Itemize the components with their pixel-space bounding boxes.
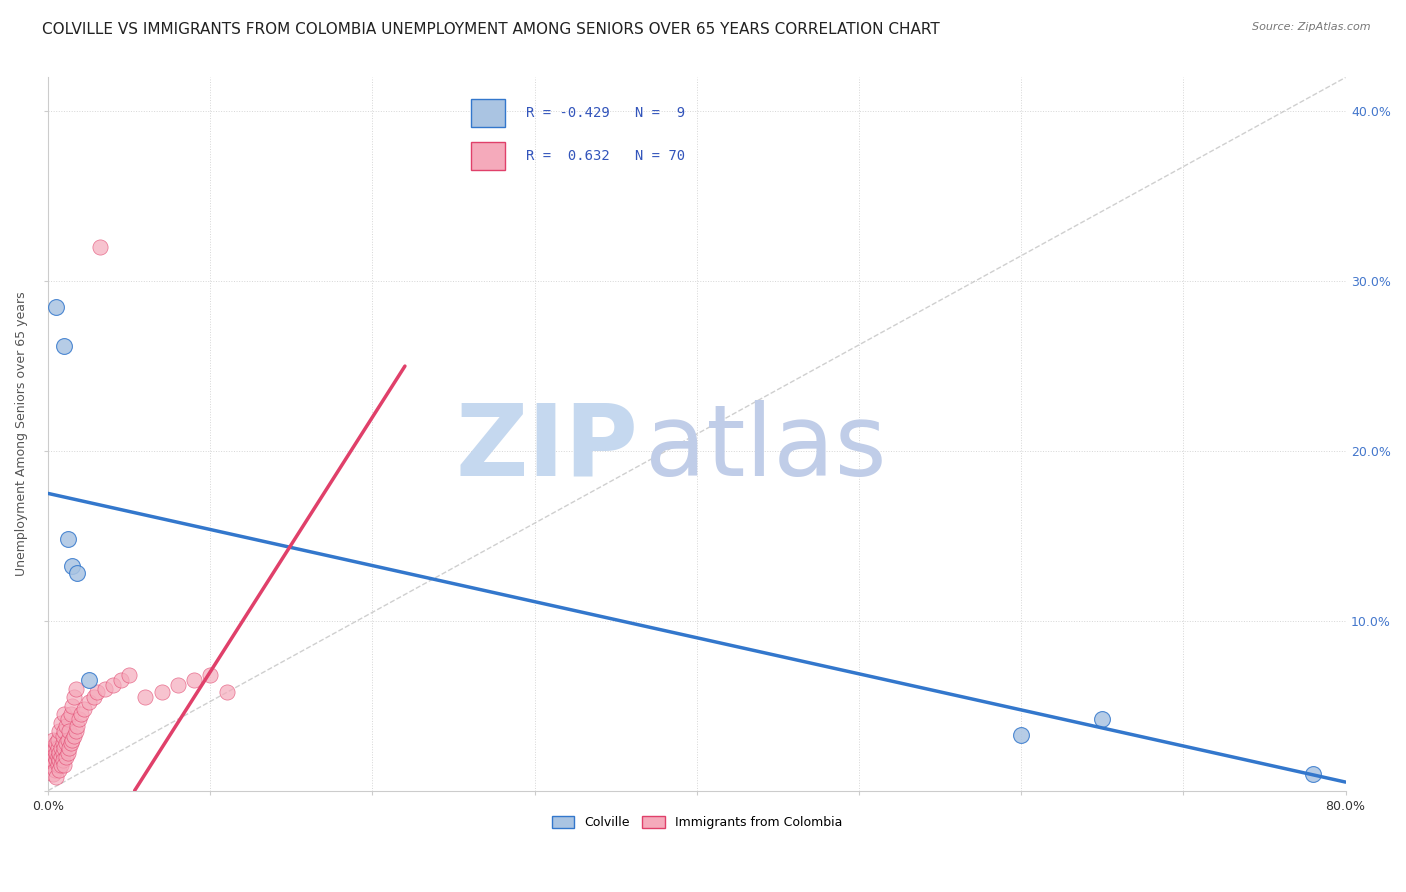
- Point: [110, 673, 132, 688]
- Point: [46, 732, 69, 747]
- Point: [52, 746, 75, 760]
- Point: [41, 758, 63, 772]
- Point: [49, 749, 72, 764]
- Point: [150, 685, 173, 699]
- Point: [62, 559, 84, 574]
- Point: [69, 707, 91, 722]
- Point: [65, 724, 87, 739]
- Point: [44, 741, 66, 756]
- Point: [1010, 727, 1032, 741]
- Point: [183, 673, 205, 688]
- Point: [200, 668, 222, 682]
- Point: [58, 724, 80, 739]
- Point: [45, 770, 67, 784]
- Point: [56, 732, 79, 747]
- Point: [45, 746, 67, 760]
- Point: [45, 753, 67, 767]
- Point: [58, 741, 80, 756]
- Point: [1091, 712, 1114, 726]
- Point: [53, 758, 76, 772]
- Point: [48, 763, 70, 777]
- Point: [89, 240, 111, 254]
- Point: [66, 719, 89, 733]
- Point: [56, 712, 79, 726]
- Point: [65, 681, 87, 696]
- Legend: Colville, Immigrants from Colombia: Colville, Immigrants from Colombia: [547, 811, 846, 834]
- Point: [46, 749, 69, 764]
- Text: Source: ZipAtlas.com: Source: ZipAtlas.com: [1253, 22, 1371, 32]
- Point: [46, 741, 69, 756]
- Point: [53, 339, 76, 353]
- Point: [42, 746, 65, 760]
- Point: [94, 681, 117, 696]
- Point: [49, 715, 72, 730]
- Point: [41, 741, 63, 756]
- Point: [42, 732, 65, 747]
- Point: [53, 741, 76, 756]
- Point: [49, 741, 72, 756]
- Text: atlas: atlas: [645, 400, 887, 497]
- Point: [48, 724, 70, 739]
- Point: [67, 712, 90, 726]
- Point: [38, 753, 60, 767]
- Point: [59, 707, 82, 722]
- Text: COLVILLE VS IMMIGRANTS FROM COLOMBIA UNEMPLOYMENT AMONG SENIORS OVER 65 YEARS CO: COLVILLE VS IMMIGRANTS FROM COLOMBIA UNE…: [42, 22, 941, 37]
- Point: [1302, 766, 1324, 780]
- Point: [56, 533, 79, 547]
- Point: [167, 678, 190, 692]
- Text: ZIP: ZIP: [456, 400, 638, 497]
- Point: [62, 732, 84, 747]
- Point: [42, 766, 65, 780]
- Point: [52, 753, 75, 767]
- Point: [48, 746, 70, 760]
- Point: [55, 719, 77, 733]
- Point: [38, 749, 60, 764]
- Point: [45, 300, 67, 314]
- Point: [118, 668, 141, 682]
- Point: [62, 698, 84, 713]
- Point: [73, 702, 96, 716]
- Point: [66, 566, 89, 581]
- Point: [49, 758, 72, 772]
- Point: [77, 695, 100, 709]
- Point: [134, 690, 156, 705]
- Point: [44, 763, 66, 777]
- Point: [52, 736, 75, 750]
- Point: [55, 736, 77, 750]
- Point: [215, 685, 238, 699]
- Point: [101, 678, 124, 692]
- Point: [77, 673, 100, 688]
- Point: [56, 746, 79, 760]
- Point: [44, 749, 66, 764]
- Y-axis label: Unemployment Among Seniors over 65 years: Unemployment Among Seniors over 65 years: [15, 292, 28, 576]
- Point: [86, 685, 108, 699]
- Point: [55, 749, 77, 764]
- Point: [53, 707, 76, 722]
- Point: [63, 690, 86, 705]
- Point: [41, 746, 63, 760]
- Point: [59, 736, 82, 750]
- Point: [52, 729, 75, 743]
- Point: [63, 729, 86, 743]
- Point: [83, 690, 105, 705]
- Point: [53, 724, 76, 739]
- Point: [48, 753, 70, 767]
- Point: [45, 736, 67, 750]
- Point: [46, 758, 69, 772]
- Point: [42, 753, 65, 767]
